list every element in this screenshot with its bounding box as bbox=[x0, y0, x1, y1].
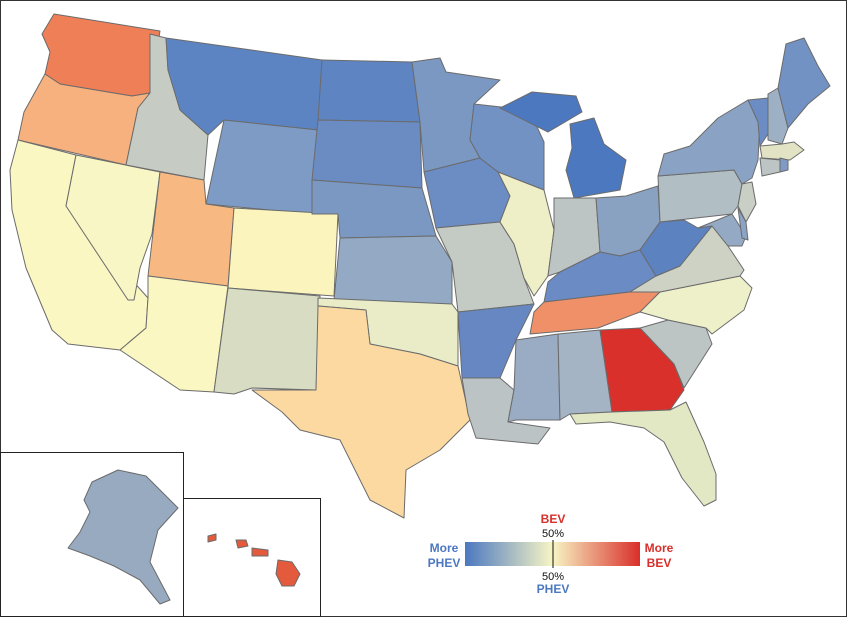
legend-right-line2: BEV bbox=[647, 556, 672, 570]
state-maryland[interactable] bbox=[697, 213, 747, 247]
state-texas[interactable] bbox=[251, 305, 471, 519]
state-colorado[interactable] bbox=[227, 207, 339, 297]
hawaii-inset-box bbox=[183, 498, 321, 617]
state-rhode-island[interactable] bbox=[779, 157, 789, 173]
state-illinois[interactable] bbox=[497, 171, 555, 297]
state-new-mexico[interactable] bbox=[213, 287, 321, 395]
legend-bottom-pct: 50% bbox=[542, 571, 564, 583]
state-new-hampshire[interactable] bbox=[767, 87, 789, 145]
state-mississippi[interactable] bbox=[507, 333, 561, 423]
state-michigan[interactable] bbox=[499, 91, 627, 199]
legend-right-line1: More bbox=[645, 541, 674, 555]
state-louisiana[interactable] bbox=[461, 377, 551, 445]
state-florida[interactable] bbox=[569, 401, 717, 507]
state-vermont[interactable] bbox=[747, 97, 769, 147]
state-new-york[interactable] bbox=[657, 99, 761, 185]
state-pennsylvania[interactable] bbox=[657, 169, 743, 223]
state-wyoming[interactable] bbox=[205, 119, 319, 215]
state-maine[interactable] bbox=[777, 37, 831, 129]
state-arkansas[interactable] bbox=[457, 303, 535, 379]
state-connecticut[interactable] bbox=[759, 157, 781, 177]
legend-top-pct: 50% bbox=[542, 528, 564, 540]
state-new-jersey[interactable] bbox=[737, 181, 757, 223]
legend-bottom-label: PHEV bbox=[537, 582, 570, 596]
legend-top-label: BEV bbox=[541, 512, 566, 526]
state-north-dakota[interactable] bbox=[317, 59, 421, 123]
state-alaska[interactable] bbox=[67, 469, 179, 605]
state-kansas[interactable] bbox=[333, 235, 453, 307]
legend-left-line1: More bbox=[430, 541, 459, 555]
state-south-dakota[interactable] bbox=[311, 119, 423, 189]
state-delaware[interactable] bbox=[737, 207, 749, 241]
state-massachusetts[interactable] bbox=[759, 141, 805, 161]
state-hawaii[interactable] bbox=[207, 533, 301, 587]
legend-left-line2: PHEV bbox=[428, 556, 461, 570]
